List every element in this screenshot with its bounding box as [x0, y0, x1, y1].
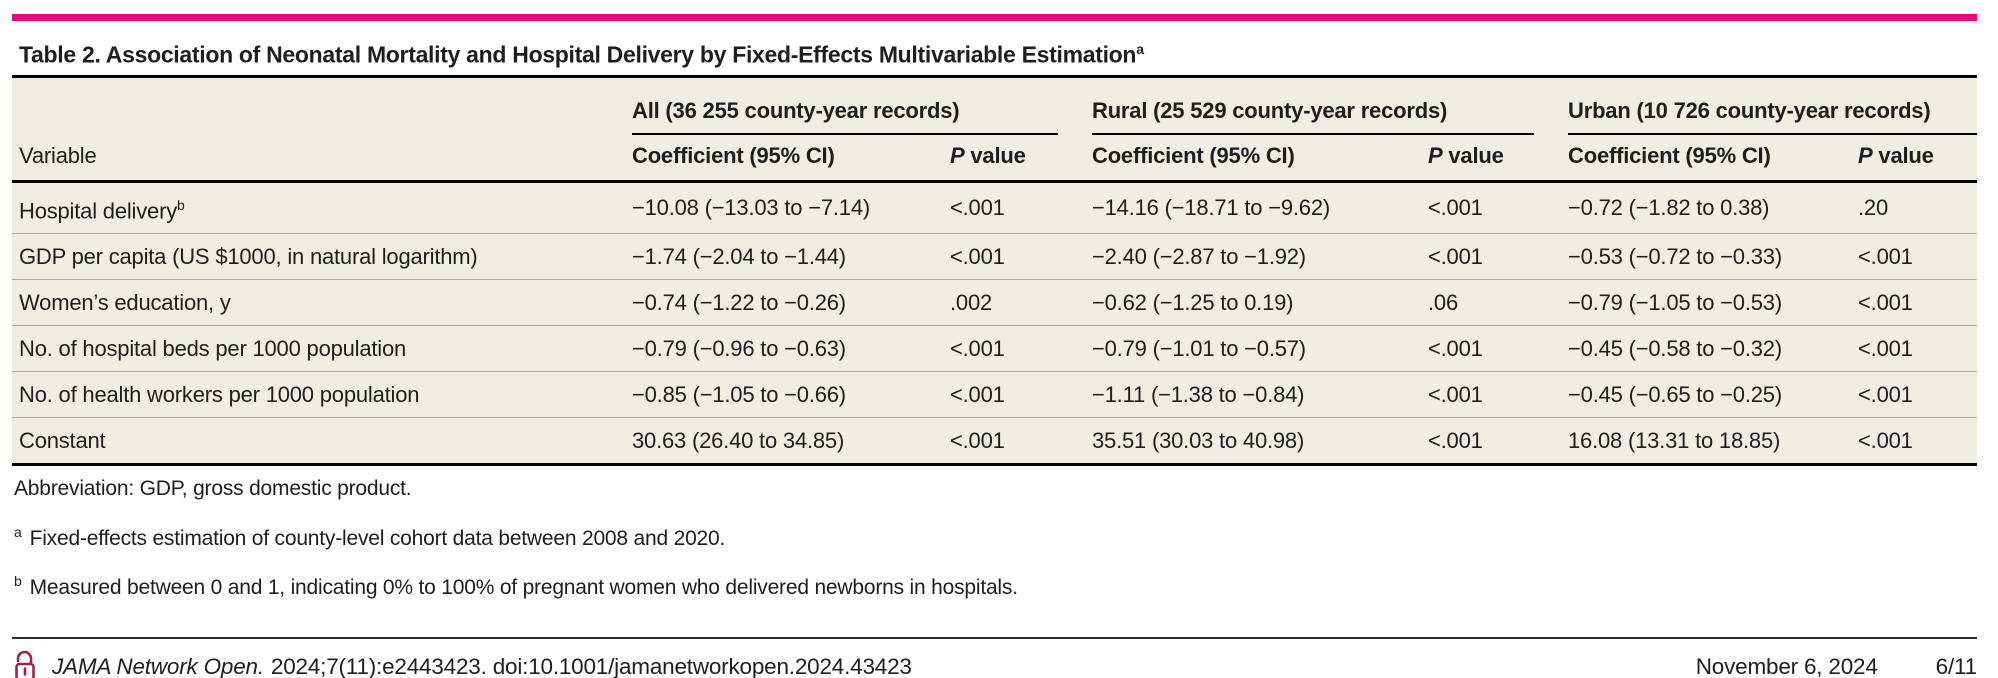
cell-rural-pvalue: <.001 — [1428, 233, 1569, 280]
cell-rural-pvalue: <.001 — [1428, 181, 1569, 234]
cell-variable: No. of health workers per 1000 populatio… — [12, 371, 632, 418]
cell-rural-coefficient: −14.16 (−18.71 to −9.62) — [1092, 181, 1428, 234]
variable-label: Hospital delivery — [19, 197, 178, 223]
cell-all-coefficient: −10.08 (−13.03 to −7.14) — [632, 181, 950, 234]
pvalue-rest: value — [1872, 142, 1934, 168]
pvalue-p-italic: P — [1858, 142, 1873, 168]
pvalue-rest: value — [1442, 142, 1504, 168]
cell-variable: Women’s education, y — [12, 279, 632, 326]
cell-rural-coefficient: −0.79 (−1.01 to −0.57) — [1092, 325, 1428, 372]
cell-urban-coefficient: −0.45 (−0.58 to −0.32) — [1568, 325, 1859, 372]
column-group-all-label: All (36 255 county-year records) — [632, 98, 1058, 135]
cell-all-coefficient: 30.63 (26.40 to 34.85) — [632, 417, 950, 466]
cell-urban-pvalue: .20 — [1858, 181, 1978, 234]
journal-name: JAMA Network Open. — [52, 653, 264, 678]
variable-label: Women’s education, y — [19, 289, 231, 315]
col-header-pvalue-urban: P value — [1858, 134, 1978, 183]
column-group-rural: Rural (25 529 county-year records) — [1092, 78, 1568, 135]
column-group-urban-label: Urban (10 726 county-year records) — [1568, 98, 1978, 135]
cell-rural-pvalue: <.001 — [1428, 325, 1569, 372]
open-access-lock-icon — [12, 650, 38, 678]
cell-all-pvalue: <.001 — [950, 371, 1092, 418]
cell-urban-pvalue: <.001 — [1858, 371, 1978, 418]
table-title-text: Table 2. Association of Neonatal Mortali… — [19, 41, 1137, 68]
cell-urban-coefficient: −0.53 (−0.72 to −0.33) — [1568, 233, 1859, 280]
cell-rural-pvalue: .06 — [1428, 279, 1569, 326]
cell-variable: No. of hospital beds per 1000 population — [12, 325, 632, 372]
table-title: Table 2. Association of Neonatal Mortali… — [12, 21, 1977, 78]
cell-all-pvalue: <.001 — [950, 233, 1092, 280]
column-header-row: Coefficient (95% CI) P value Coefficient… — [12, 134, 1978, 183]
table-row: Constant 30.63 (26.40 to 34.85) <.001 35… — [12, 417, 1978, 466]
page-indicator: 6/11 — [1935, 653, 1978, 678]
col-header-variable: Variable — [12, 77, 632, 183]
cell-urban-coefficient: −0.79 (−1.05 to −0.53) — [1568, 279, 1859, 326]
cell-rural-pvalue: <.001 — [1428, 371, 1569, 418]
variable-label: Constant — [19, 427, 106, 453]
table-row: No. of hospital beds per 1000 population… — [12, 325, 1978, 372]
footer-divider — [12, 636, 1977, 639]
cell-variable: GDP per capita (US $1000, in natural log… — [12, 233, 632, 280]
footnotes-section: Abbreviation: GDP, gross domestic produc… — [12, 476, 1977, 601]
footnote-b: b Measured between 0 and 1, indicating 0%… — [14, 568, 1977, 601]
citation-text: 2024;7(11):e2443423. doi:10.1001/jamanet… — [270, 653, 912, 678]
variable-label: No. of health workers per 1000 populatio… — [19, 381, 420, 407]
pvalue-p-italic: P — [1428, 142, 1443, 168]
variable-footnote-marker: b — [177, 196, 185, 213]
col-header-coefficient-rural: Coefficient (95% CI) — [1092, 134, 1428, 183]
table-row: GDP per capita (US $1000, in natural log… — [12, 233, 1978, 280]
footnote-a-marker: a — [14, 523, 22, 540]
cell-rural-pvalue: <.001 — [1428, 417, 1569, 466]
cell-urban-pvalue: <.001 — [1858, 233, 1978, 280]
cell-variable: Constant — [12, 417, 632, 466]
cell-all-pvalue: <.001 — [950, 181, 1092, 234]
footnote-b-text: Measured between 0 and 1, indicating 0% … — [29, 575, 1018, 599]
cell-all-pvalue: .002 — [950, 279, 1092, 326]
table-title-footnote-marker: a — [1136, 41, 1144, 57]
page-footer: JAMA Network Open. 2024;7(11):e2443423. … — [12, 639, 1977, 678]
cell-rural-coefficient: 35.51 (30.03 to 40.98) — [1092, 417, 1428, 466]
cell-rural-coefficient: −0.62 (−1.25 to 0.19) — [1092, 279, 1428, 326]
footnote-b-marker: b — [14, 572, 22, 589]
variable-label: No. of hospital beds per 1000 population — [19, 335, 407, 361]
brand-accent-bar — [12, 14, 1977, 21]
abbreviation-note: Abbreviation: GDP, gross domestic produc… — [14, 476, 412, 500]
cell-all-pvalue: <.001 — [950, 417, 1092, 466]
cell-rural-coefficient: −2.40 (−2.87 to −1.92) — [1092, 233, 1428, 280]
results-table: Variable All (36 255 county-year records… — [12, 77, 1978, 466]
pvalue-rest: value — [964, 142, 1026, 168]
pvalue-p-italic: P — [950, 142, 965, 168]
cell-all-coefficient: −0.74 (−1.22 to −0.26) — [632, 279, 950, 326]
cell-variable: Hospital deliveryb — [12, 181, 632, 234]
footnote-a: a Fixed-effects estimation of county-leve… — [14, 519, 1977, 552]
group-header-row: Variable All (36 255 county-year records… — [12, 77, 1978, 183]
table-row: No. of health workers per 1000 populatio… — [12, 371, 1978, 418]
footnote-a-text: Fixed-effects estimation of county-level… — [29, 526, 726, 550]
cell-urban-coefficient: 16.08 (13.31 to 18.85) — [1568, 417, 1859, 466]
cell-all-coefficient: −0.79 (−0.96 to −0.63) — [632, 325, 950, 372]
col-header-pvalue-all: P value — [950, 134, 1092, 183]
cell-urban-coefficient: −0.45 (−0.65 to −0.25) — [1568, 371, 1859, 418]
table-row: Hospital deliveryb −10.08 (−13.03 to −7.… — [12, 181, 1978, 234]
col-header-coefficient-urban: Coefficient (95% CI) — [1568, 134, 1859, 183]
table-row: Women’s education, y −0.74 (−1.22 to −0.… — [12, 279, 1978, 326]
variable-label: GDP per capita (US $1000, in natural log… — [19, 243, 478, 269]
cell-all-coefficient: −0.85 (−1.05 to −0.66) — [632, 371, 950, 418]
citation-block: JAMA Network Open. 2024;7(11):e2443423. … — [12, 650, 912, 678]
cell-urban-pvalue: <.001 — [1858, 325, 1978, 372]
publication-date: November 6, 2024 — [1695, 653, 1878, 678]
column-group-urban: Urban (10 726 county-year records) — [1568, 78, 1978, 135]
cell-all-pvalue: <.001 — [950, 325, 1092, 372]
col-header-pvalue-rural: P value — [1428, 134, 1569, 183]
cell-all-coefficient: −1.74 (−2.04 to −1.44) — [632, 233, 950, 280]
footer-meta: November 6, 2024 6/11 — [1696, 654, 1977, 678]
cell-urban-pvalue: <.001 — [1858, 417, 1978, 466]
col-header-coefficient-all: Coefficient (95% CI) — [632, 134, 950, 183]
column-group-rural-label: Rural (25 529 county-year records) — [1092, 98, 1535, 135]
cell-rural-coefficient: −1.11 (−1.38 to −0.84) — [1092, 371, 1428, 418]
cell-urban-coefficient: −0.72 (−1.82 to 0.38) — [1568, 181, 1859, 234]
cell-urban-pvalue: <.001 — [1858, 279, 1978, 326]
column-group-all: All (36 255 county-year records) — [632, 78, 1092, 135]
